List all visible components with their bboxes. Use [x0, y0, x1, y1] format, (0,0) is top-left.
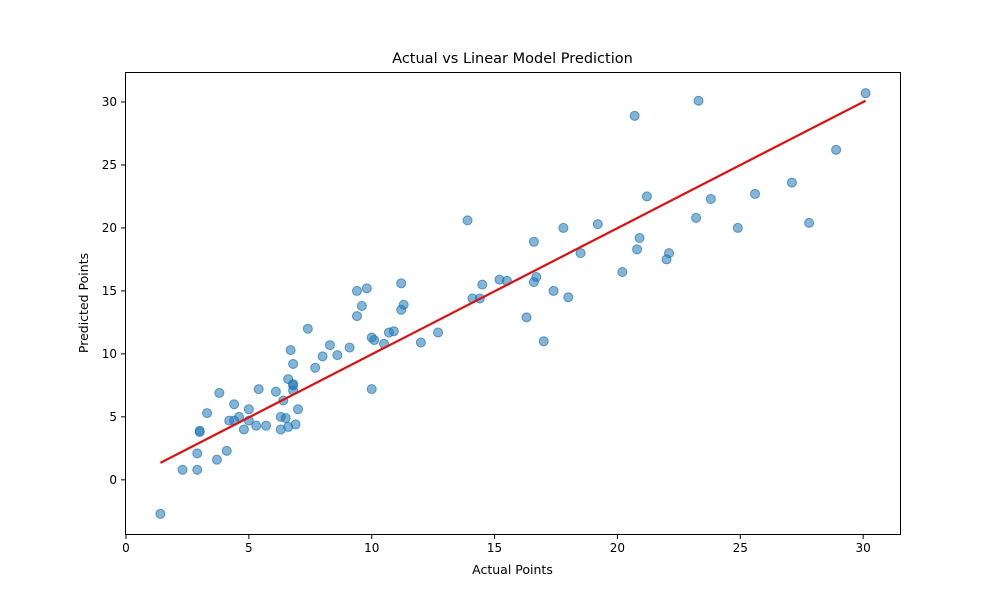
data-point — [221, 445, 232, 456]
data-point — [831, 144, 842, 155]
x-tick-label: 5 — [245, 541, 253, 555]
y-tick-label: 10 — [102, 347, 117, 361]
data-point — [288, 358, 299, 369]
data-point — [691, 212, 702, 223]
data-point — [351, 311, 362, 322]
data-point — [192, 464, 203, 475]
data-point — [804, 217, 815, 228]
data-point — [592, 219, 603, 230]
x-tick-label: 25 — [733, 541, 748, 555]
data-point — [629, 110, 640, 121]
data-point — [238, 424, 249, 435]
data-point — [251, 420, 262, 431]
data-point — [344, 342, 355, 353]
data-point — [705, 193, 716, 204]
y-tick-label: 25 — [102, 158, 117, 172]
plot-frame — [125, 72, 901, 535]
data-point — [285, 345, 296, 356]
data-point — [634, 233, 645, 244]
data-point — [211, 454, 222, 465]
data-point — [641, 191, 652, 202]
data-point — [521, 312, 532, 323]
y-tick-label: 15 — [102, 284, 117, 298]
data-point — [332, 350, 343, 361]
x-tick-label: 20 — [610, 541, 625, 555]
data-point — [462, 215, 473, 226]
y-tick-label: 0 — [109, 473, 117, 487]
scatter-points — [155, 88, 871, 519]
data-point — [477, 279, 488, 290]
data-point — [214, 387, 225, 398]
y-axis-label: Predicted Points — [76, 253, 91, 353]
x-tick-label: 10 — [364, 541, 379, 555]
data-point — [155, 508, 166, 519]
data-point — [538, 336, 549, 347]
data-point — [310, 362, 321, 373]
x-tick-label: 0 — [122, 541, 130, 555]
data-point — [750, 188, 761, 199]
data-point — [177, 464, 188, 475]
data-point — [528, 236, 539, 247]
data-point — [632, 244, 643, 255]
data-point — [280, 413, 291, 424]
data-point — [558, 222, 569, 233]
y-tick-label: 30 — [102, 95, 117, 109]
data-point — [388, 326, 399, 337]
data-point — [324, 340, 335, 351]
data-point — [290, 419, 301, 430]
y-axis-ticks: 0 5 10 15 20 25 30 — [102, 95, 126, 487]
data-point — [293, 404, 303, 415]
data-point — [202, 408, 213, 419]
data-point — [229, 399, 240, 410]
y-tick-label: 5 — [109, 410, 117, 424]
data-point — [361, 283, 372, 294]
data-point — [194, 426, 205, 437]
data-point — [351, 285, 362, 296]
data-point — [243, 404, 254, 415]
data-point — [415, 337, 426, 348]
data-point — [396, 278, 407, 289]
data-point — [548, 285, 559, 296]
data-point — [433, 327, 444, 338]
data-point — [302, 323, 313, 334]
data-point — [732, 222, 743, 233]
data-point — [261, 420, 272, 431]
data-point — [693, 95, 704, 106]
data-point — [664, 248, 675, 259]
data-point — [398, 299, 409, 310]
data-point — [786, 177, 797, 188]
data-point — [575, 248, 586, 259]
regression-line — [159, 99, 867, 464]
data-point — [270, 386, 281, 397]
data-point — [617, 267, 628, 278]
data-point — [531, 272, 542, 283]
data-point — [366, 384, 377, 395]
y-tick-label: 20 — [102, 221, 117, 235]
x-tick-label: 30 — [856, 541, 871, 555]
x-tick-label: 15 — [487, 541, 502, 555]
chart-title: Actual vs Linear Model Prediction — [392, 51, 633, 67]
regression-lines — [159, 99, 867, 464]
data-point — [563, 292, 574, 303]
data-point — [860, 88, 871, 99]
x-axis-label: Actual Points — [472, 562, 553, 577]
data-point — [356, 301, 367, 312]
x-axis-ticks: 0 5 10 15 20 25 30 — [122, 534, 871, 555]
data-point — [369, 335, 380, 346]
data-point — [253, 384, 264, 395]
data-point — [192, 448, 203, 459]
data-point — [317, 351, 328, 362]
